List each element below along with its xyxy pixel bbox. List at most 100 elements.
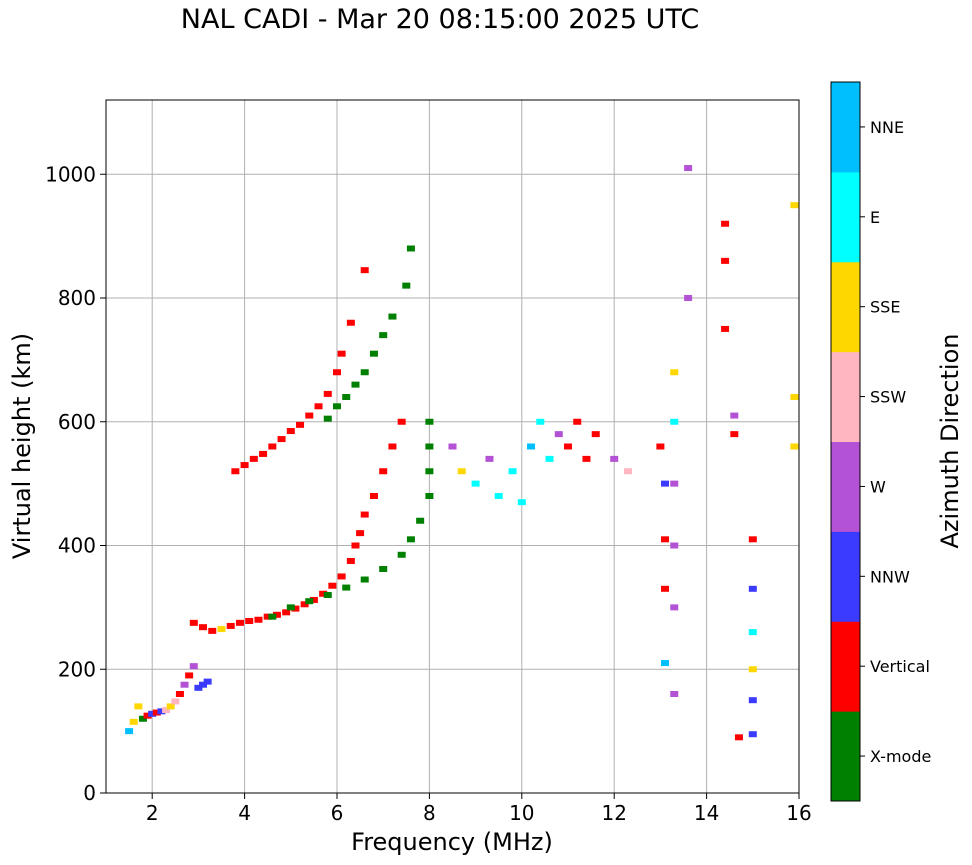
data-point <box>730 412 739 419</box>
data-point <box>189 663 198 670</box>
y-tick-label: 0 <box>83 781 96 805</box>
data-point <box>157 708 166 715</box>
data-point <box>138 715 147 722</box>
data-point <box>406 536 415 543</box>
y-tick-label: 200 <box>58 657 96 681</box>
data-point <box>263 613 272 620</box>
data-point <box>360 576 369 583</box>
data-point <box>360 369 369 376</box>
data-point <box>748 731 757 738</box>
data-point <box>203 678 212 685</box>
data-point <box>591 431 600 438</box>
data-point <box>231 468 240 475</box>
data-point <box>171 698 180 705</box>
data-point <box>388 443 397 450</box>
y-tick-label: 800 <box>58 286 96 310</box>
data-point <box>319 590 328 597</box>
data-point <box>397 551 406 558</box>
x-tick-label: 14 <box>694 801 719 825</box>
data-point <box>152 709 161 716</box>
data-point <box>323 390 332 397</box>
data-point <box>517 499 526 506</box>
data-point <box>545 455 554 462</box>
data-point <box>379 566 388 573</box>
data-point <box>573 418 582 425</box>
data-point <box>670 418 679 425</box>
data-point <box>175 691 184 697</box>
data-point <box>360 511 369 518</box>
data-point <box>125 728 134 735</box>
data-point <box>790 443 799 450</box>
chart-title: NAL CADI - Mar 20 08:15:00 2025 UTC <box>180 4 700 35</box>
data-point <box>148 710 157 717</box>
data-point <box>226 622 235 629</box>
data-point <box>199 681 208 688</box>
axis-ticks: 2 4 6 8 10 12 14 16 0 200 400 600 800 1000 <box>45 162 812 825</box>
x-tick-label: 10 <box>509 801 534 825</box>
series-oblique-cluster <box>448 418 633 506</box>
data-point <box>342 584 351 591</box>
data-point <box>379 468 388 475</box>
data-point <box>259 450 268 457</box>
data-point <box>245 617 254 624</box>
x-tick-label: 6 <box>331 801 344 825</box>
data-point <box>661 480 670 487</box>
data-point <box>661 660 670 667</box>
data-point <box>425 493 434 499</box>
data-point <box>425 443 434 450</box>
data-point <box>730 431 739 438</box>
data-point <box>721 325 730 332</box>
x-tick-label: 4 <box>238 801 251 825</box>
data-point <box>240 462 249 469</box>
data-point <box>485 455 494 462</box>
data-point <box>300 601 309 608</box>
data-point <box>143 712 152 719</box>
data-point <box>748 585 757 592</box>
data-point <box>527 443 536 450</box>
data-point <box>360 267 369 274</box>
data-point <box>564 443 572 450</box>
data-marks <box>125 165 799 741</box>
data-point <box>494 493 503 499</box>
data-point <box>346 557 355 564</box>
data-point <box>235 619 244 626</box>
data-point <box>448 443 457 450</box>
data-point <box>670 691 679 697</box>
data-point <box>346 319 355 326</box>
data-point <box>610 455 619 462</box>
data-point <box>277 436 286 443</box>
data-point <box>406 245 415 252</box>
series-upper-multihop-x <box>323 245 415 422</box>
data-point <box>194 684 203 691</box>
series-e-region-trace <box>125 663 212 735</box>
data-point <box>471 480 480 487</box>
data-point <box>369 493 378 499</box>
data-point <box>268 613 277 620</box>
series-13-mhz-column <box>656 165 693 697</box>
data-point <box>286 428 295 435</box>
data-point <box>189 619 198 626</box>
data-point <box>790 394 799 400</box>
data-point <box>305 598 314 605</box>
series-14-15-mhz-columns <box>721 202 799 741</box>
data-point <box>166 703 175 710</box>
data-point <box>536 418 545 425</box>
plot-frame <box>105 99 800 794</box>
data-point <box>397 418 406 425</box>
data-point <box>684 295 693 301</box>
data-point <box>282 609 291 616</box>
data-point <box>661 536 670 543</box>
data-point <box>684 165 693 172</box>
data-point <box>582 455 591 462</box>
data-point <box>379 332 388 339</box>
data-point <box>656 443 665 450</box>
data-point <box>554 431 563 438</box>
x-tick-label: 16 <box>786 801 811 825</box>
data-point <box>296 421 305 428</box>
x-axis-label: Frequency (MHz) <box>351 828 553 856</box>
data-point <box>356 530 365 537</box>
data-point <box>748 666 757 673</box>
data-point <box>416 517 425 524</box>
data-point <box>425 468 434 475</box>
data-point <box>670 542 679 549</box>
